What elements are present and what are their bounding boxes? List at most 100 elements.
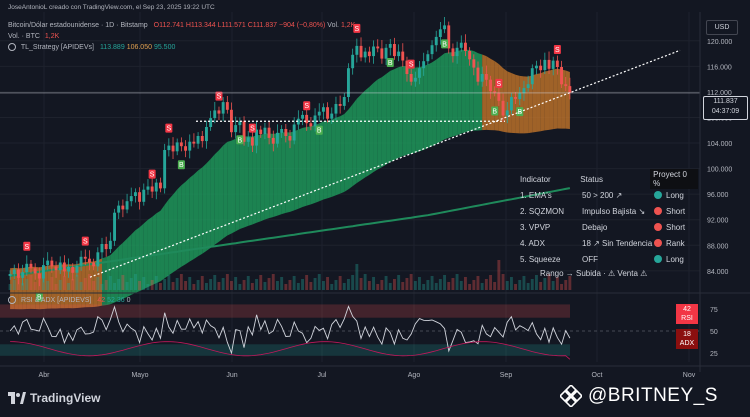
cloud-segment bbox=[507, 71, 512, 133]
volume-bar bbox=[92, 281, 96, 290]
candle-body bbox=[359, 45, 363, 58]
rsi-eye-icon[interactable] bbox=[8, 296, 16, 304]
candle-body bbox=[88, 258, 91, 263]
volume-bar bbox=[167, 275, 171, 290]
cloud-segment bbox=[369, 82, 374, 175]
ohlc-high: H113.344 bbox=[185, 22, 216, 29]
adx-tag-value: 18 bbox=[683, 331, 691, 338]
cloud-segment bbox=[365, 86, 370, 178]
cloud-segment bbox=[411, 67, 416, 154]
candle-body bbox=[539, 65, 543, 71]
cloud-segment bbox=[432, 59, 437, 147]
volume-bar bbox=[200, 276, 204, 290]
rsi-oversold-zone bbox=[0, 344, 570, 356]
volume-bar bbox=[384, 276, 388, 290]
candle-body bbox=[276, 132, 279, 144]
cloud-segment bbox=[110, 250, 115, 305]
cloud-segment bbox=[511, 73, 516, 134]
cloud-segment bbox=[189, 174, 194, 262]
volume-bar bbox=[426, 280, 430, 290]
candle-body bbox=[438, 29, 442, 37]
eye-icon[interactable] bbox=[8, 43, 16, 51]
ohlc-change: −904 (−0,80%) bbox=[279, 22, 326, 29]
indicator-row: 3. VPVP Debajo Short bbox=[520, 219, 698, 235]
candle-body bbox=[451, 48, 455, 57]
cloud-segment bbox=[406, 66, 412, 155]
volume-bar bbox=[234, 277, 238, 290]
cloud-segment bbox=[294, 129, 299, 211]
volume-btc-label[interactable]: Vol. · BTC bbox=[8, 33, 40, 40]
tradingview-logo[interactable]: TradingView bbox=[8, 391, 100, 405]
signal-dot-icon bbox=[654, 191, 662, 199]
volume-bar bbox=[526, 283, 530, 290]
strategy-line: TL_Strategy [APIDEVs] 113.889 106.050 95… bbox=[8, 43, 175, 51]
volume-bar bbox=[493, 282, 497, 290]
volume-bar bbox=[367, 281, 371, 290]
strategy-label[interactable]: TL_Strategy [APIDEVs] bbox=[20, 43, 94, 51]
cloud-segment bbox=[122, 238, 128, 299]
cloud-segment bbox=[427, 62, 433, 149]
volume-bar bbox=[75, 275, 79, 290]
cloud-segment bbox=[64, 264, 69, 309]
indicator-table-header: Indicator Status Proyect 0 % bbox=[520, 169, 698, 189]
candle-body bbox=[192, 141, 196, 144]
price-tick-label: 84.000 bbox=[707, 269, 729, 276]
rsi-value-4: 0 bbox=[126, 296, 131, 304]
volume-bar bbox=[196, 280, 200, 290]
volume-bar bbox=[117, 279, 121, 290]
ohlc-open: O112.741 bbox=[153, 22, 184, 29]
time-axis[interactable]: Abr Mayo Jun Jul Ago Sep Oct Nov bbox=[0, 365, 750, 379]
symbol-name[interactable]: Bitcoin/Dólar estadounidense · 1D · Bits… bbox=[8, 22, 148, 29]
candle-body bbox=[259, 129, 263, 135]
candle-body bbox=[255, 129, 258, 146]
sell-marker bbox=[495, 78, 503, 88]
buy-marker bbox=[177, 160, 185, 170]
volume-bar bbox=[67, 283, 70, 290]
candle-body bbox=[50, 260, 54, 267]
volume-bar bbox=[451, 278, 455, 290]
candle-body bbox=[263, 127, 267, 135]
candle-body bbox=[555, 60, 559, 67]
volume-bar bbox=[96, 277, 100, 290]
cloud-segment bbox=[168, 194, 174, 276]
candle-body bbox=[338, 104, 342, 106]
candle-body bbox=[522, 88, 526, 94]
volume-btc-line: Vol. · BTC 1,2K bbox=[8, 33, 59, 40]
rsi-panel-legend: RSI & ADX [APIDEVS] 42 52 36 0 bbox=[8, 296, 130, 304]
volume-label: Vol. bbox=[327, 22, 339, 29]
buy-marker-label: B bbox=[517, 109, 522, 116]
cloud-segment bbox=[327, 119, 332, 199]
sell-marker-label: S bbox=[150, 172, 155, 179]
cloud-segment bbox=[482, 54, 487, 131]
volume-bar bbox=[125, 282, 129, 290]
time-tick-label: Mayo bbox=[131, 372, 148, 379]
price-tick-label: 116.000 bbox=[707, 64, 732, 71]
cloud-segment bbox=[260, 133, 265, 222]
candle-body bbox=[54, 266, 58, 271]
candle-body bbox=[288, 136, 292, 141]
cloud-segment bbox=[264, 133, 270, 220]
strategy-cloud bbox=[10, 49, 570, 310]
cloud-segment bbox=[210, 154, 215, 248]
time-tick-label: Jul bbox=[318, 372, 327, 379]
candle-body bbox=[8, 274, 12, 276]
sell-marker-label: S bbox=[217, 94, 222, 101]
currency-button[interactable]: USD bbox=[706, 20, 738, 35]
rsi-adx-panel: 25 50 75 bbox=[0, 292, 750, 360]
volume-bar bbox=[301, 279, 304, 290]
volume-bar bbox=[142, 277, 146, 290]
volume-bar bbox=[255, 279, 258, 290]
buy-marker-label: B bbox=[179, 162, 184, 169]
candle-body bbox=[58, 262, 62, 271]
volume-bar bbox=[113, 283, 116, 290]
watermark-text: @BRITNEY_S bbox=[588, 385, 718, 406]
indicator-row: 2. SQZMON Impulso Bajista ↘ Short bbox=[520, 203, 698, 219]
candle-body bbox=[230, 109, 233, 133]
rsi-panel-title[interactable]: RSI & ADX [APIDEVS] bbox=[20, 296, 92, 304]
candle-body bbox=[535, 65, 538, 69]
indicator-signal: Long bbox=[654, 191, 684, 200]
volume-bar bbox=[568, 276, 572, 290]
candle-body bbox=[489, 79, 492, 92]
candle-body bbox=[209, 118, 213, 127]
footer-bar: TradingView @BRITNEY_S bbox=[0, 383, 750, 417]
